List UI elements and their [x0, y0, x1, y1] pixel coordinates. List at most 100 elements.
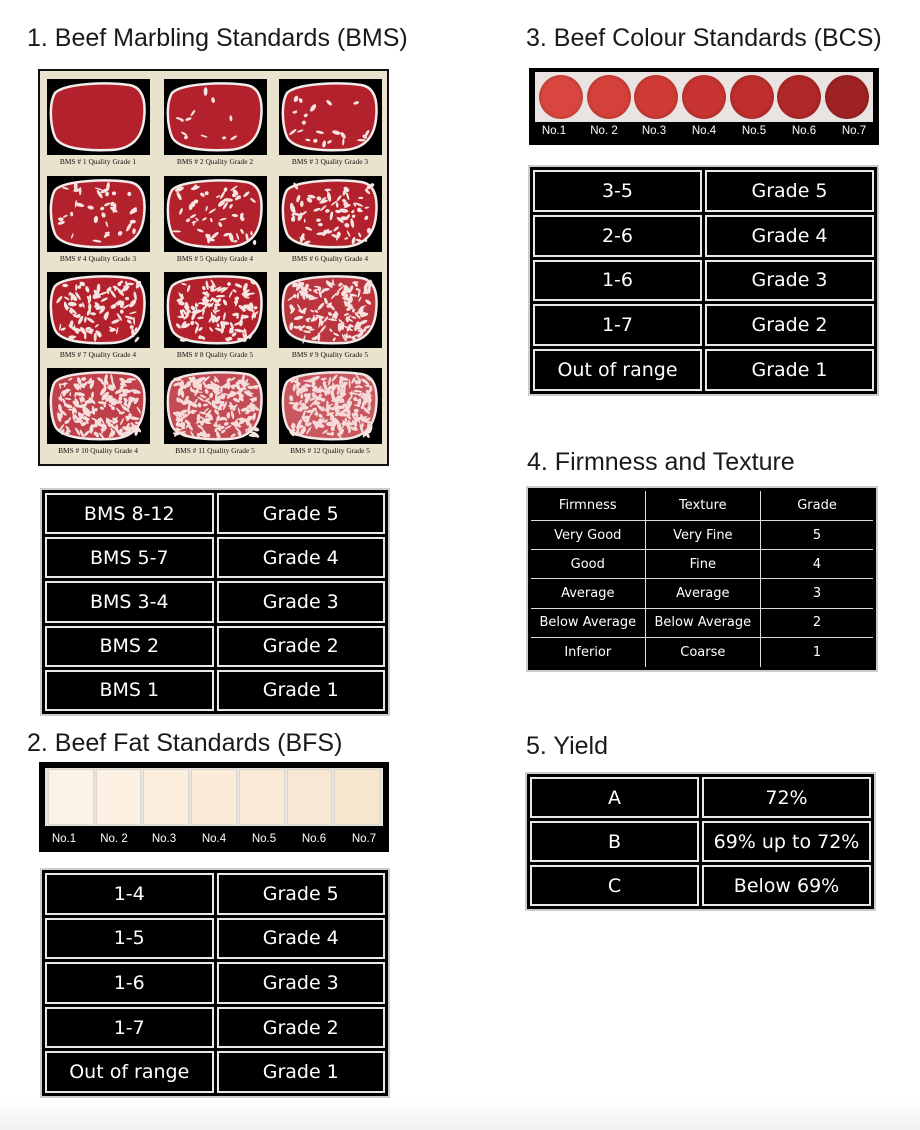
bcs-row: 1-7 Grade 2	[533, 304, 874, 347]
swatch-label: No.6	[301, 833, 327, 845]
colour-swatch	[825, 75, 870, 119]
bms-caption: BMS # 10 Quality Grade 4	[58, 446, 138, 455]
bfs-range-cell: 1-4	[45, 873, 214, 915]
bms-caption: BMS # 11 Quality Grade 5	[175, 446, 255, 455]
bcs-grade-table: 3-5 Grade 5 2-6 Grade 4 1-6 Grade 3 1-7 Grade 2…	[528, 165, 879, 396]
bcs-row: Out of range Grade 1	[533, 349, 874, 391]
beef-marbling-photo	[47, 272, 150, 348]
colour-swatch	[634, 75, 679, 119]
texture-cell: Average	[644, 578, 762, 609]
bfs-row: 1-7 Grade 2	[45, 1006, 385, 1049]
bfs-row: 1-4 Grade 5	[45, 873, 385, 915]
bms-grade-cell: Grade 4	[216, 537, 385, 579]
bms-image-grid: BMS # 1 Quality Grade 1 BMS # 2 Quality G…	[38, 69, 389, 466]
bms-row: BMS 8-12 Grade 5	[45, 493, 385, 535]
bms-range-cell: BMS 5-7	[45, 537, 214, 579]
yield-row: C Below 69%	[530, 865, 871, 906]
yield-row: A 72%	[530, 777, 871, 818]
bcs-title: 3. Beef Colour Standards (BCS)	[526, 24, 882, 52]
bms-sample-4: BMS # 4 Quality Grade 3	[44, 174, 152, 264]
bms-grade-cell: Grade 5	[216, 493, 385, 535]
bms-sample-6: BMS # 6 Quality Grade 4	[276, 174, 384, 264]
beef-marbling-photo	[164, 272, 267, 348]
firmness-row: Very Good Very Fine 5	[529, 520, 875, 551]
swatch-label: No.5	[741, 125, 767, 137]
bms-row: BMS 1 Grade 1	[45, 669, 385, 711]
bms-sample-1: BMS # 1 Quality Grade 1	[44, 77, 152, 167]
yield-title: 5. Yield	[526, 732, 609, 760]
bms-range-cell: BMS 1	[45, 669, 214, 711]
firmness-title: 4. Firmness and Texture	[527, 448, 795, 476]
bms-sample-12: BMS # 12 Quality Grade 5	[276, 366, 384, 456]
yield-row: B 69% up to 72%	[530, 821, 871, 862]
fat-swatch	[49, 770, 93, 824]
bcs-grade-cell: Grade 2	[705, 304, 874, 347]
bms-caption: BMS # 1 Quality Grade 1	[59, 157, 137, 166]
fat-swatch	[335, 770, 380, 824]
bms-caption: BMS # 12 Quality Grade 5	[290, 446, 370, 455]
bms-sample-10: BMS # 10 Quality Grade 4	[44, 366, 152, 456]
bcs-grade-cell: Grade 5	[705, 170, 874, 212]
swatch-label: No.4	[201, 833, 227, 845]
texture-cell: Texture	[644, 488, 762, 522]
bcs-row: 2-6 Grade 4	[533, 214, 874, 257]
yield-grade-cell: Below 69%	[702, 865, 871, 906]
bms-grade-table: BMS 8-12 Grade 5 BMS 5-7 Grade 4 BMS 3-4 Grad…	[40, 488, 390, 716]
texture-cell: Below Average	[644, 607, 762, 638]
firmness-row: Below Average Below Average 2	[529, 607, 875, 638]
bms-range-cell: BMS 2	[45, 625, 214, 667]
bfs-grade-cell: Grade 4	[216, 917, 385, 960]
grade-cell: 1	[760, 636, 875, 670]
firmness-header-row: Firmness Texture Grade	[529, 488, 875, 522]
swatch-label: No.4	[691, 125, 717, 137]
beef-marbling-photo	[279, 272, 382, 348]
bfs-grade-cell: Grade 3	[216, 962, 385, 1004]
texture-cell: Very Fine	[644, 520, 762, 551]
bms-caption: BMS # 8 Quality Grade 5	[176, 350, 254, 359]
firmness-row: Average Average 3	[529, 578, 875, 609]
grade-cell: 5	[760, 520, 875, 551]
swatch-label: No.1	[541, 125, 567, 137]
swatch-label: No. 2	[100, 833, 128, 845]
yield-range-cell: B	[530, 821, 699, 862]
swatch-label: No.7	[841, 125, 867, 137]
bfs-row: 1-5 Grade 4	[45, 917, 385, 960]
bcs-range-cell: 1-7	[533, 304, 702, 347]
bms-sample-7: BMS # 7 Quality Grade 4	[44, 270, 152, 360]
grade-cell: 3	[760, 578, 875, 609]
firmness-row: Inferior Coarse 1	[529, 636, 875, 670]
bfs-grade-cell: Grade 2	[216, 1006, 385, 1049]
bms-caption: BMS # 9 Quality Grade 5	[291, 350, 369, 359]
bms-caption: BMS # 5 Quality Grade 4	[176, 254, 254, 263]
bms-caption: BMS # 4 Quality Grade 3	[59, 254, 137, 263]
bfs-range-cell: 1-6	[45, 962, 214, 1004]
yield-table: A 72% B 69% up to 72% C Below 69%	[525, 772, 876, 911]
fat-swatch	[192, 770, 236, 824]
fat-swatch	[287, 770, 332, 824]
bcs-range-cell: 3-5	[533, 170, 702, 212]
swatch-label: No.7	[351, 833, 377, 845]
fat-swatch	[239, 770, 284, 824]
bfs-title: 2. Beef Fat Standards (BFS)	[27, 729, 343, 757]
bms-row: BMS 3-4 Grade 3	[45, 581, 385, 623]
bcs-swatch-strip: No.1 No. 2 No.3 No.4 No.5 No.6 No.7	[529, 68, 879, 145]
texture-cell: Fine	[644, 549, 762, 580]
bcs-range-cell: 1-6	[533, 259, 702, 302]
firmness-cell: Very Good	[529, 520, 646, 551]
firmness-row: Good Fine 4	[529, 549, 875, 580]
bms-sample-5: BMS # 5 Quality Grade 4	[161, 174, 269, 264]
bms-grade-cell: Grade 1	[216, 669, 385, 711]
bms-caption: BMS # 6 Quality Grade 4	[291, 254, 369, 263]
fat-swatch	[96, 770, 141, 824]
firmness-cell: Inferior	[529, 636, 646, 670]
bms-range-cell: BMS 3-4	[45, 581, 214, 623]
firmness-cell: Average	[529, 578, 646, 609]
bms-sample-8: BMS # 8 Quality Grade 5	[161, 270, 269, 360]
bcs-range-cell: Out of range	[533, 349, 702, 391]
yield-range-cell: A	[530, 777, 699, 818]
bms-sample-3: BMS # 3 Quality Grade 3	[276, 77, 384, 167]
bms-title: 1. Beef Marbling Standards (BMS)	[27, 24, 408, 52]
yield-range-cell: C	[530, 865, 699, 906]
bfs-range-cell: Out of range	[45, 1051, 214, 1093]
firmness-cell: Firmness	[529, 488, 646, 522]
